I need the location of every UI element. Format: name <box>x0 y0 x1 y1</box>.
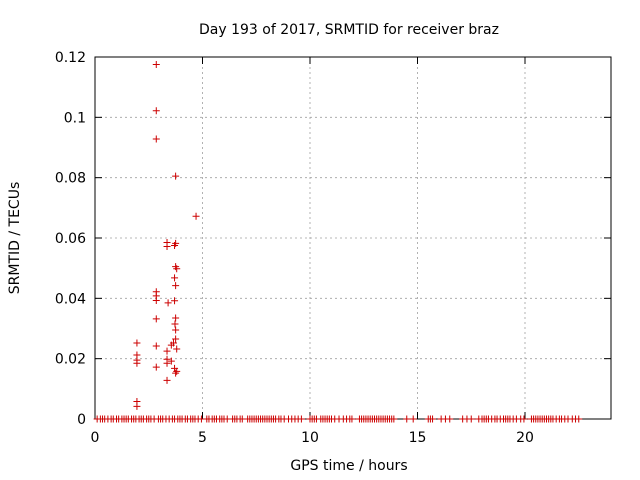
y-tick-label: 0.08 <box>55 171 86 187</box>
data-point <box>171 297 179 305</box>
data-point <box>172 282 180 290</box>
y-tick-label: 0.06 <box>55 231 86 247</box>
x-tick-label: 0 <box>91 430 100 446</box>
data-point <box>403 415 411 423</box>
data-point <box>172 335 180 343</box>
x-axis-label: GPS time / hours <box>290 458 407 474</box>
data-point <box>172 172 180 180</box>
data-point <box>163 376 171 384</box>
data-point <box>575 415 583 423</box>
data-point <box>152 363 160 371</box>
x-tick-label: 20 <box>516 430 534 446</box>
x-tick-label: 10 <box>301 430 319 446</box>
plot-frame <box>94 56 612 420</box>
y-tick-label: 0.02 <box>55 352 86 368</box>
data-point <box>390 415 398 423</box>
data-point <box>520 415 528 423</box>
data-point <box>133 402 141 410</box>
data-point <box>171 242 179 250</box>
scatter-points <box>93 61 583 423</box>
data-point <box>133 359 141 367</box>
x-tick-label: 15 <box>409 430 427 446</box>
y-tick-label: 0 <box>77 412 86 428</box>
axis-ticks: 0 0.02 0.04 0.06 0.08 0.1 0.12 0 5 10 15 20 <box>55 50 611 446</box>
data-point <box>163 347 171 355</box>
grid-lines <box>95 57 611 419</box>
data-point <box>172 369 180 377</box>
data-point <box>152 315 160 323</box>
y-tick-label: 0.04 <box>55 291 86 307</box>
data-point <box>171 274 179 282</box>
data-point <box>152 342 160 350</box>
y-axis-label: SRMTID / TECUs <box>7 182 23 295</box>
data-point <box>446 415 454 423</box>
data-point <box>152 107 160 115</box>
data-point <box>192 212 200 220</box>
data-point <box>163 359 171 367</box>
data-point <box>164 299 172 307</box>
x-tick-label: 5 <box>198 430 207 446</box>
data-point <box>297 415 305 423</box>
chart-title: Day 193 of 2017, SRMTID for receiver bra… <box>199 22 499 38</box>
data-point <box>173 265 181 273</box>
data-point <box>429 415 437 423</box>
data-point <box>163 242 171 250</box>
data-point <box>133 339 141 347</box>
data-point <box>169 339 177 347</box>
data-point <box>152 61 160 69</box>
data-point <box>167 357 175 365</box>
data-point <box>152 296 160 304</box>
data-point <box>467 415 475 423</box>
data-point <box>173 367 181 375</box>
data-point <box>152 135 160 143</box>
data-point <box>172 326 180 334</box>
data-point <box>348 415 356 423</box>
y-tick-label: 0.1 <box>64 110 86 126</box>
data-point <box>173 345 181 353</box>
y-tick-label: 0.12 <box>55 50 86 66</box>
data-point <box>172 314 180 322</box>
data-point <box>171 320 179 328</box>
data-point <box>409 415 417 423</box>
